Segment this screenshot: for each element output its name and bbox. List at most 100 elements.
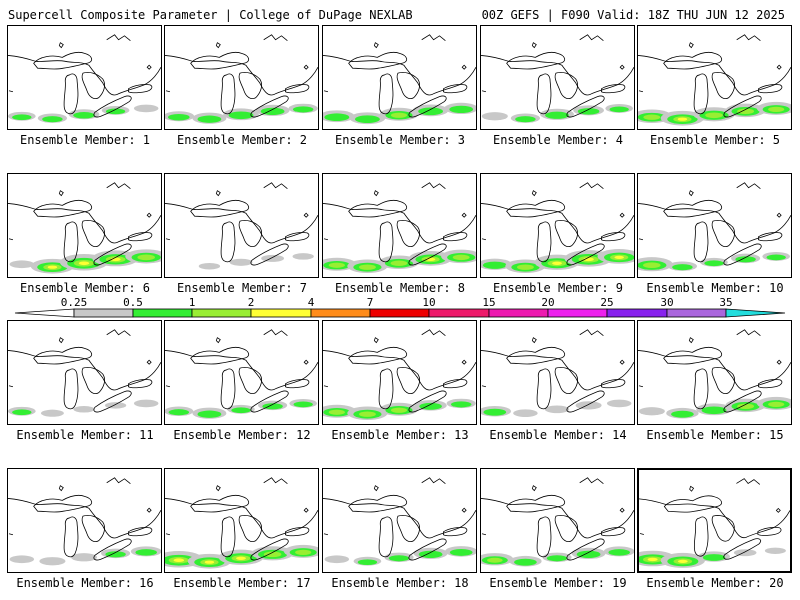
border-line <box>579 34 604 42</box>
ensemble-member-panel[interactable] <box>164 25 319 130</box>
ensemble-member-panel[interactable] <box>7 173 162 278</box>
ensemble-member-panel[interactable] <box>637 173 792 278</box>
border-line <box>8 238 14 241</box>
island-outline <box>373 485 379 492</box>
lake-outline <box>220 368 236 410</box>
lake-outline <box>348 494 408 513</box>
ensemble-member-panel[interactable] <box>7 468 162 573</box>
border-line <box>421 34 446 42</box>
scp-shade-05 <box>42 116 63 123</box>
scp-shade-025 <box>733 549 757 557</box>
island-outline <box>215 190 221 197</box>
ensemble-member-panel[interactable] <box>322 173 477 278</box>
lake-outline <box>250 538 289 561</box>
ensemble-member-panel[interactable] <box>322 25 477 130</box>
ensemble-member-panel[interactable] <box>637 468 792 573</box>
colorbar-tick-label: 0.5 <box>123 296 143 309</box>
island-outline <box>58 42 64 49</box>
scp-shade-1 <box>737 403 755 410</box>
scp-shade-025 <box>575 401 602 410</box>
island-outline <box>303 507 309 513</box>
island-outline <box>58 337 64 344</box>
ensemble-member-panel[interactable] <box>480 25 635 130</box>
border-line <box>323 533 329 536</box>
island-outline <box>775 507 781 513</box>
ensemble-member-panel[interactable] <box>7 25 162 130</box>
scp-shade-05 <box>105 108 126 115</box>
scp-shade-05 <box>577 108 600 115</box>
border-line <box>421 182 446 190</box>
ensemble-member-panel[interactable] <box>637 320 792 425</box>
island-outline <box>58 190 64 197</box>
lake-outline <box>63 516 79 558</box>
ensemble-member-panel[interactable] <box>480 320 635 425</box>
lake-outline <box>443 232 468 242</box>
lake-outline <box>63 368 79 410</box>
lake-outline <box>663 51 723 70</box>
member-label: Ensemble Member: 19 <box>489 576 627 590</box>
scp-shade-05 <box>608 549 630 556</box>
border-line <box>481 350 634 391</box>
ensemble-member-panel[interactable] <box>164 468 319 573</box>
colorbar-tick-label: 2 <box>247 296 255 309</box>
scp-shade-2 <box>173 558 185 563</box>
member-label: Ensemble Member: 18 <box>331 576 469 590</box>
scp-shade-05 <box>545 111 569 119</box>
ensemble-member-panel[interactable] <box>480 173 635 278</box>
ensemble-member-panel[interactable] <box>7 320 162 425</box>
border-line <box>421 329 446 337</box>
member-map <box>165 182 318 270</box>
ensemble-member-panel[interactable] <box>164 320 319 425</box>
scp-shade-2 <box>614 255 624 259</box>
scp-shade-05 <box>704 260 724 267</box>
member-label: Ensemble Member: 17 <box>173 576 311 590</box>
island-outline <box>531 190 537 197</box>
scp-shade-05 <box>450 401 472 408</box>
island-outline <box>619 64 625 70</box>
ensemble-member-panel[interactable] <box>322 468 477 573</box>
colorbar-segment <box>547 308 608 318</box>
scp-shade-05 <box>735 256 756 263</box>
border-line <box>8 385 14 388</box>
border-line <box>263 329 288 337</box>
ensemble-member-panel[interactable] <box>322 320 477 425</box>
member-map <box>165 477 318 569</box>
border-line <box>106 477 131 485</box>
scp-shade-1 <box>705 112 723 119</box>
scp-shade-05 <box>449 105 474 114</box>
island-outline <box>776 212 782 218</box>
border-line <box>481 385 487 388</box>
lake-outline <box>220 221 236 263</box>
scp-shade-025 <box>133 399 159 408</box>
border-line <box>8 498 161 539</box>
colorbar-segment <box>191 308 252 318</box>
border-line <box>165 203 318 244</box>
scp-shade-2 <box>78 261 90 266</box>
lake-outline <box>601 379 626 389</box>
scp-shade-025 <box>70 553 98 562</box>
member-map <box>481 34 634 123</box>
border-line <box>323 203 476 244</box>
lake-outline <box>190 494 250 513</box>
lake-outline <box>238 219 262 247</box>
ensemble-member-panel[interactable] <box>480 468 635 573</box>
island-outline <box>531 485 537 492</box>
lake-outline <box>396 366 420 394</box>
scp-shade-05 <box>228 111 254 120</box>
ensemble-member-panel[interactable] <box>637 25 792 130</box>
border-line <box>579 477 604 485</box>
border-line <box>106 329 131 337</box>
island-outline <box>461 359 467 365</box>
border-line <box>263 34 288 42</box>
lake-outline <box>238 514 262 542</box>
scp-shade-1 <box>643 262 661 269</box>
lake-outline <box>396 71 420 99</box>
scp-shade-2 <box>552 261 562 265</box>
member-label: Ensemble Member: 10 <box>646 281 784 295</box>
lake-outline <box>238 366 262 394</box>
ensemble-member-panel[interactable] <box>164 173 319 278</box>
lake-outline <box>408 538 447 561</box>
member-map <box>481 477 634 567</box>
lake-outline <box>285 379 310 389</box>
scp-shade-05 <box>357 559 378 566</box>
